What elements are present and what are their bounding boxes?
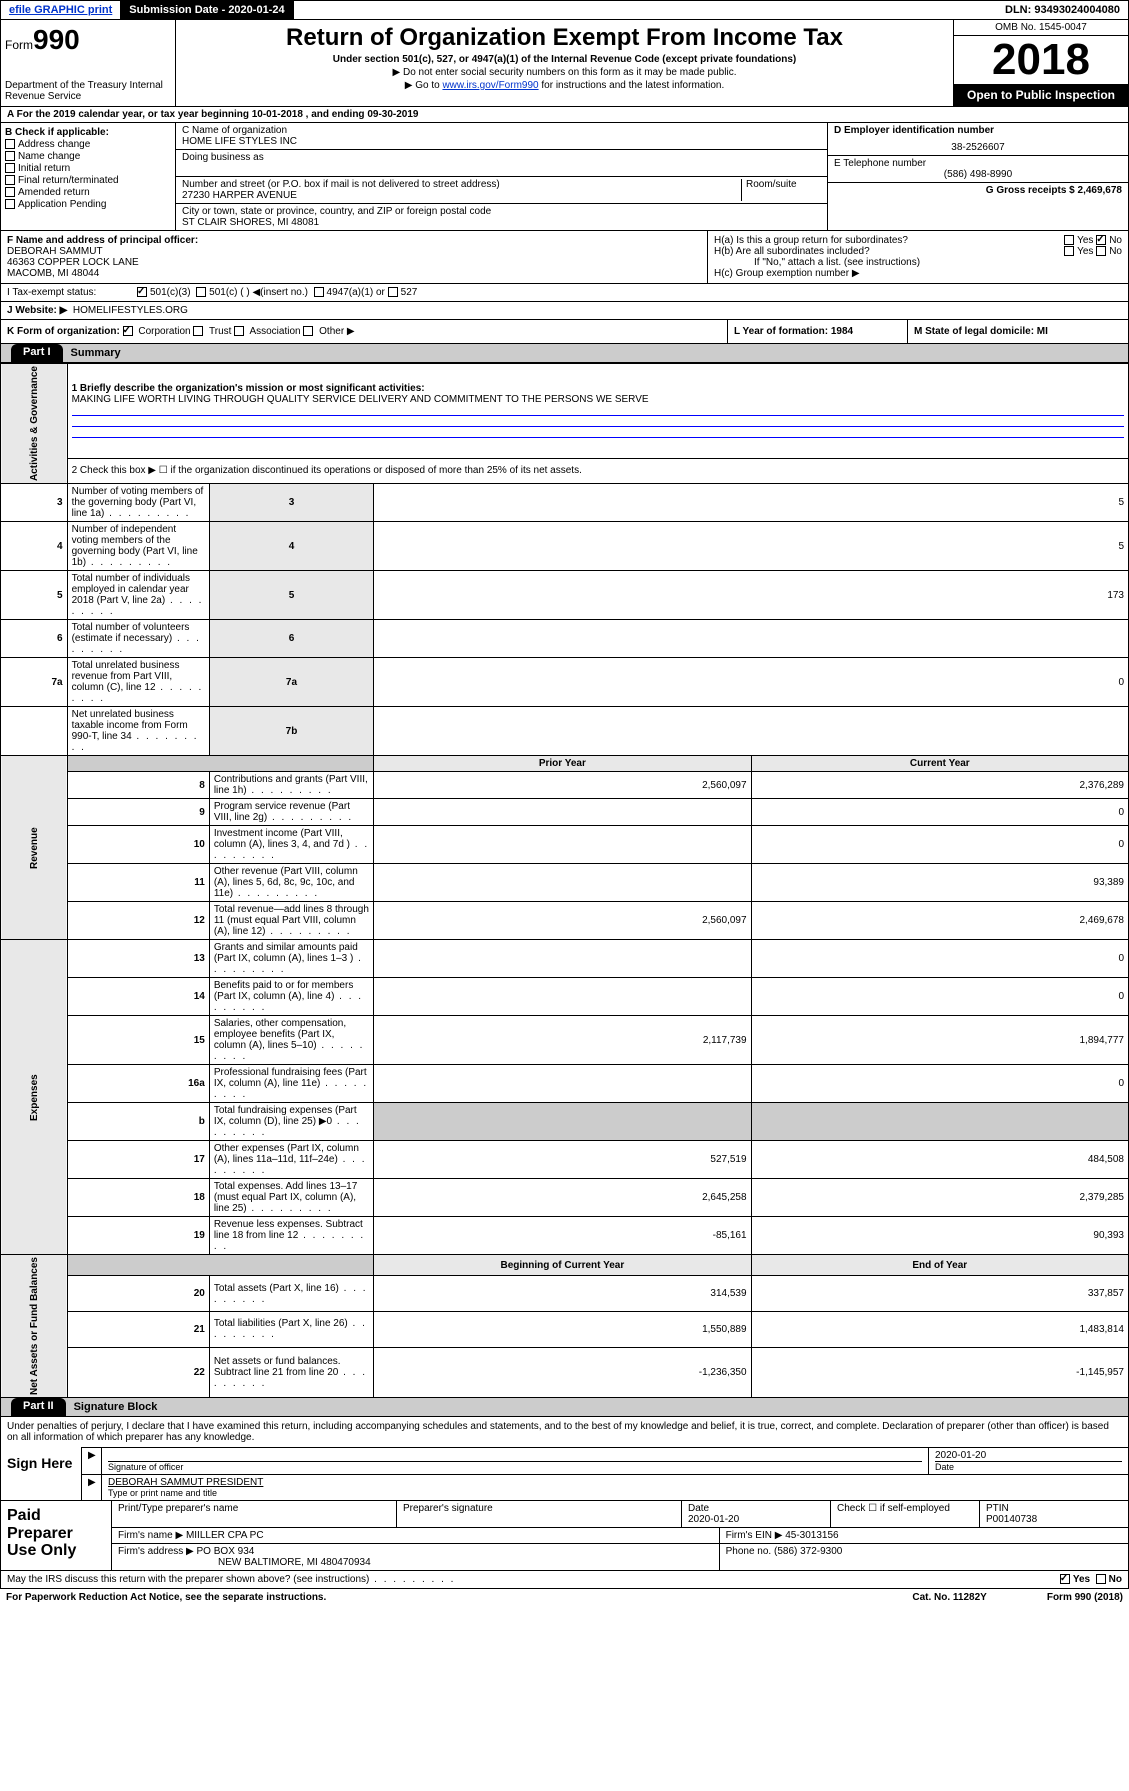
form-title: Return of Organization Exempt From Incom… — [184, 24, 945, 52]
entity-block: B Check if applicable: Address change Na… — [0, 123, 1129, 231]
col-b-checkboxes: B Check if applicable: Address change Na… — [1, 123, 176, 230]
part-ii-header: Part II Signature Block — [0, 1398, 1129, 1417]
omb-number: OMB No. 1545-0047 — [954, 20, 1128, 36]
city: ST CLAIR SHORES, MI 48081 — [182, 217, 821, 228]
col-de: D Employer identification number 38-2526… — [828, 123, 1128, 230]
summary-table: Activities & Governance 1 Briefly descri… — [0, 363, 1129, 1398]
row-i-status: I Tax-exempt status: 501(c)(3) 501(c) ( … — [0, 284, 1129, 302]
side-governance: Activities & Governance — [1, 364, 68, 484]
form-header: Form990 Department of the Treasury Inter… — [0, 20, 1129, 107]
row-a-period: A For the 2019 calendar year, or tax yea… — [0, 107, 1129, 123]
street: 27230 HARPER AVENUE — [182, 190, 741, 201]
submission-date: Submission Date - 2020-01-24 — [121, 1, 293, 19]
row-f-h: F Name and address of principal officer:… — [0, 231, 1129, 284]
irs-link[interactable]: www.irs.gov/Form990 — [442, 80, 538, 91]
website: HOMELIFESTYLES.ORG — [73, 305, 188, 316]
dln: DLN: 93493024004080 — [997, 1, 1128, 19]
form-number: Form990 — [5, 24, 171, 56]
org-name: HOME LIFE STYLES INC — [182, 136, 821, 147]
form-subtitle: Under section 501(c), 527, or 4947(a)(1)… — [184, 54, 945, 65]
discuss-row: May the IRS discuss this return with the… — [0, 1571, 1129, 1589]
signature-block: Under penalties of perjury, I declare th… — [0, 1417, 1129, 1501]
department: Department of the Treasury Internal Reve… — [5, 80, 171, 102]
paid-preparer: Paid Preparer Use Only Print/Type prepar… — [0, 1501, 1129, 1571]
gross-receipts: G Gross receipts $ 2,469,678 — [986, 185, 1122, 196]
note-goto: ▶ Go to www.irs.gov/Form990 for instruct… — [184, 80, 945, 91]
open-public: Open to Public Inspection — [954, 84, 1128, 106]
ein: 38-2526607 — [834, 136, 1122, 153]
footer: For Paperwork Reduction Act Notice, see … — [0, 1589, 1129, 1606]
row-j-website: J Website: ▶ HOMELIFESTYLES.ORG — [0, 302, 1129, 320]
efile-link[interactable]: efile GRAPHIC print — [1, 1, 121, 19]
top-bar: efile GRAPHIC print Submission Date - 20… — [0, 0, 1129, 20]
note-ssn: ▶ Do not enter social security numbers o… — [184, 67, 945, 78]
mission-text: MAKING LIFE WORTH LIVING THROUGH QUALITY… — [72, 394, 649, 405]
row-klm: K Form of organization: Corporation Trus… — [0, 320, 1129, 344]
tax-year: 2018 — [954, 36, 1128, 84]
officer-name: DEBORAH SAMMUT PRESIDENT — [108, 1477, 1122, 1488]
part-i-header: Part I Summary — [0, 344, 1129, 363]
phone: (586) 498-8990 — [834, 169, 1122, 180]
col-c-name-address: C Name of organization HOME LIFE STYLES … — [176, 123, 828, 230]
